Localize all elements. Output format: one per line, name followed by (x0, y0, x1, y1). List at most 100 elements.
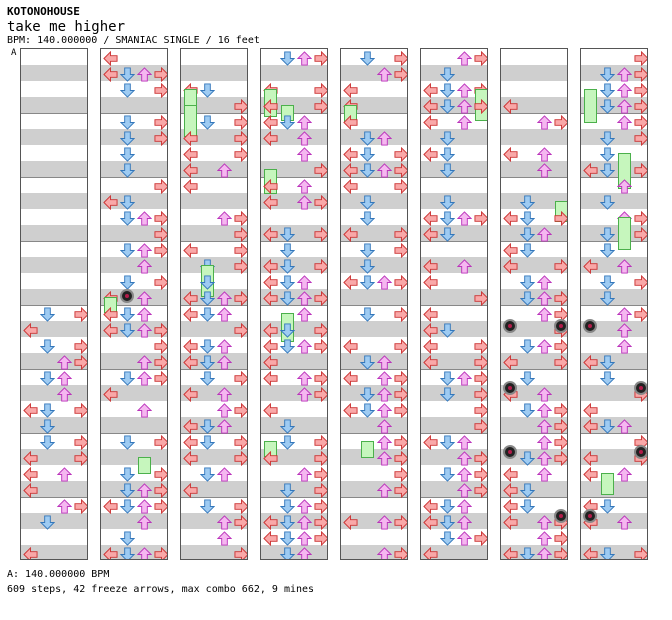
mine-icon (503, 319, 517, 333)
left-arrow-icon (183, 355, 198, 370)
right-arrow-icon (154, 323, 167, 338)
right-arrow-icon (234, 403, 247, 418)
down-arrow-icon (600, 147, 615, 162)
right-arrow-icon (234, 371, 247, 386)
up-arrow-icon (137, 323, 152, 338)
down-arrow-icon (200, 83, 215, 98)
right-arrow-icon (234, 211, 247, 226)
down-arrow-icon (120, 531, 135, 546)
left-arrow-icon (263, 451, 278, 466)
measure-line (501, 497, 567, 498)
left-arrow-icon (103, 307, 118, 322)
measure-line (261, 369, 327, 370)
down-arrow-icon (280, 339, 295, 354)
left-arrow-icon (183, 291, 198, 306)
left-arrow-icon (183, 435, 198, 450)
down-arrow-icon (600, 83, 615, 98)
down-arrow-icon (120, 67, 135, 82)
left-arrow-icon (583, 547, 598, 559)
measure-line (261, 177, 327, 178)
left-arrow-icon (503, 547, 518, 559)
up-arrow-icon (377, 451, 392, 466)
measure-line (421, 369, 487, 370)
right-arrow-icon (474, 339, 487, 354)
down-arrow-icon (440, 515, 455, 530)
left-arrow-icon (103, 387, 118, 402)
down-arrow-icon (520, 483, 535, 498)
right-arrow-icon (314, 499, 327, 514)
freeze-arrow (361, 441, 374, 458)
right-arrow-icon (394, 307, 407, 322)
left-arrow-icon (263, 403, 278, 418)
right-arrow-icon (314, 387, 327, 402)
up-arrow-icon (617, 515, 632, 530)
right-arrow-icon (554, 419, 567, 434)
down-arrow-icon (200, 355, 215, 370)
measure-line (501, 369, 567, 370)
right-arrow-icon (154, 227, 167, 242)
down-arrow-icon (40, 339, 55, 354)
measure-line (181, 497, 247, 498)
up-arrow-icon (297, 275, 312, 290)
up-arrow-icon (137, 307, 152, 322)
left-arrow-icon (503, 243, 518, 258)
measure-line (421, 433, 487, 434)
right-arrow-icon (474, 99, 487, 114)
left-arrow-icon (423, 435, 438, 450)
up-arrow-icon (377, 131, 392, 146)
right-arrow-icon (634, 51, 647, 66)
freeze-arrow (138, 457, 151, 474)
down-arrow-icon (360, 211, 375, 226)
measure-line (341, 497, 407, 498)
down-arrow-icon (280, 531, 295, 546)
artist-name: KOTONOHOUSE (7, 5, 80, 18)
up-arrow-icon (377, 483, 392, 498)
left-arrow-icon (343, 371, 358, 386)
beat-band (181, 513, 247, 529)
beat-band (581, 481, 647, 497)
right-arrow-icon (394, 451, 407, 466)
up-arrow-icon (537, 547, 552, 559)
right-arrow-icon (634, 115, 647, 130)
right-arrow-icon (474, 355, 487, 370)
right-arrow-icon (474, 291, 487, 306)
measure-line (421, 305, 487, 306)
left-arrow-icon (183, 243, 198, 258)
right-arrow-icon (234, 499, 247, 514)
left-arrow-icon (263, 179, 278, 194)
left-arrow-icon (343, 163, 358, 178)
right-arrow-icon (474, 403, 487, 418)
right-arrow-icon (634, 547, 647, 559)
beat-band (261, 481, 327, 497)
down-arrow-icon (440, 67, 455, 82)
left-arrow-icon (503, 515, 518, 530)
measure-line (501, 177, 567, 178)
up-arrow-icon (217, 515, 232, 530)
down-arrow-icon (440, 83, 455, 98)
measure-line (101, 433, 167, 434)
up-arrow-icon (537, 531, 552, 546)
up-arrow-icon (137, 403, 152, 418)
right-arrow-icon (154, 67, 167, 82)
left-arrow-icon (263, 115, 278, 130)
down-arrow-icon (280, 515, 295, 530)
up-arrow-icon (377, 387, 392, 402)
left-arrow-icon (263, 227, 278, 242)
chart-column (340, 48, 408, 560)
right-arrow-icon (394, 467, 407, 482)
right-arrow-icon (314, 515, 327, 530)
beat-band (341, 353, 407, 369)
left-arrow-icon (343, 147, 358, 162)
down-arrow-icon (440, 323, 455, 338)
left-arrow-icon (23, 483, 38, 498)
up-arrow-icon (457, 99, 472, 114)
left-arrow-icon (103, 547, 118, 559)
up-arrow-icon (537, 163, 552, 178)
beat-band (261, 65, 327, 81)
right-arrow-icon (314, 339, 327, 354)
down-arrow-icon (600, 355, 615, 370)
up-arrow-icon (137, 355, 152, 370)
measure-line (341, 433, 407, 434)
left-arrow-icon (583, 355, 598, 370)
left-arrow-icon (423, 547, 438, 559)
